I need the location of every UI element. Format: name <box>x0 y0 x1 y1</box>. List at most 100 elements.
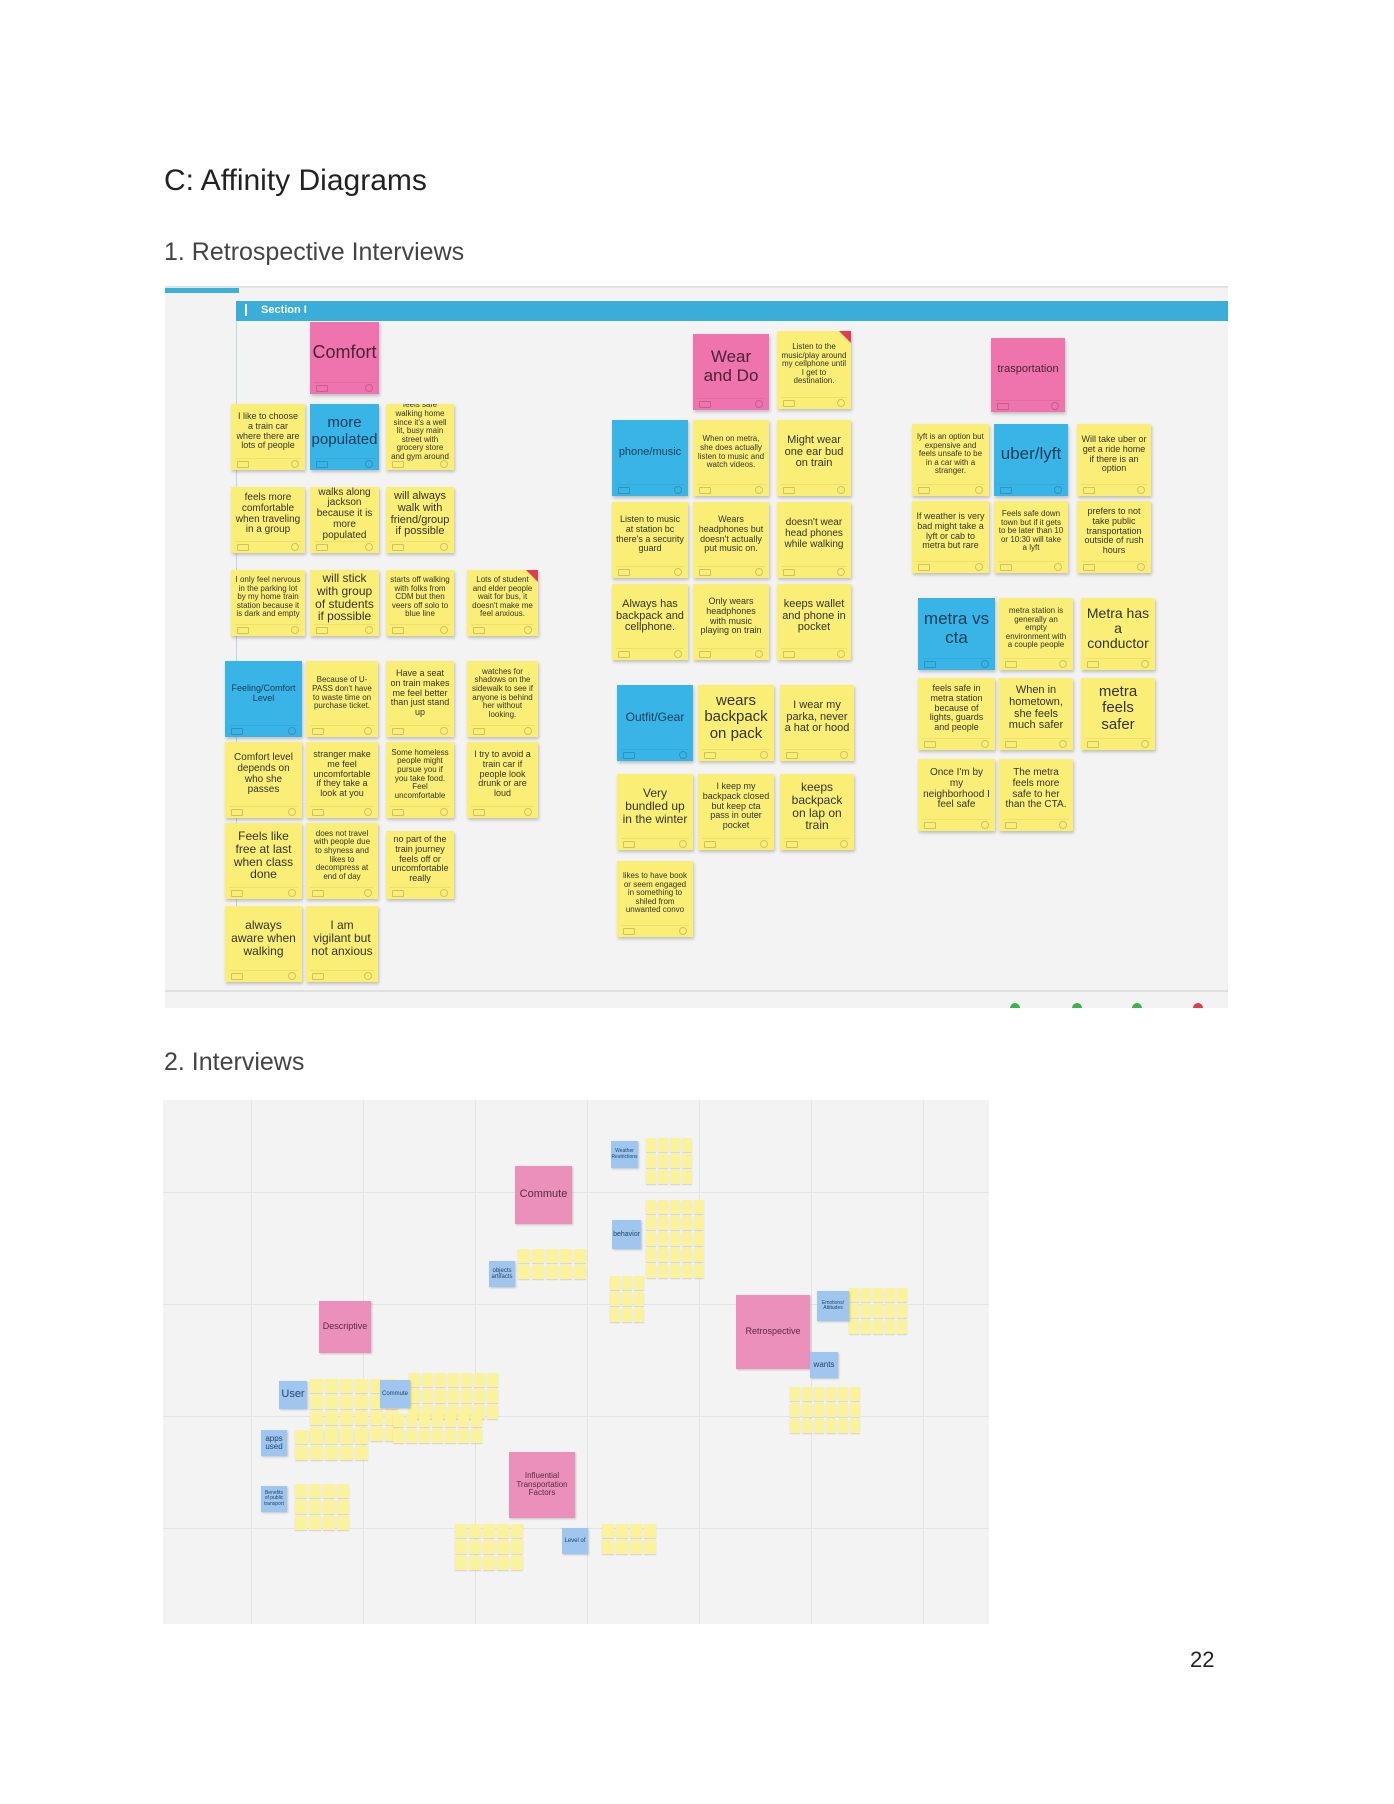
sticky-note[interactable]: will always walk with friend/group if po… <box>386 487 454 553</box>
sticky-note[interactable]: feels safe in metra station because of l… <box>918 678 995 750</box>
sticky-note[interactable]: Always has backpack and cellphone. <box>612 584 688 660</box>
mini-sticky-note[interactable] <box>474 1373 485 1387</box>
mini-sticky-note[interactable] <box>694 1264 704 1278</box>
mini-sticky-note[interactable] <box>518 1249 530 1263</box>
mini-sticky-note[interactable] <box>483 1540 495 1554</box>
sticky-note[interactable]: If weather is very bad might take a lyft… <box>912 501 989 573</box>
cluster-header-note[interactable]: Descriptive <box>319 1301 371 1353</box>
mini-sticky-note[interactable] <box>309 1500 321 1514</box>
mini-sticky-note[interactable] <box>532 1249 544 1263</box>
mini-sticky-note[interactable] <box>546 1249 558 1263</box>
sticky-note[interactable]: starts off walking with folks from CDM b… <box>386 570 454 636</box>
mini-sticky-note[interactable] <box>790 1419 800 1433</box>
mini-sticky-note[interactable] <box>337 1500 349 1514</box>
mini-sticky-note[interactable] <box>873 1288 883 1302</box>
mini-sticky-note[interactable] <box>355 1395 368 1409</box>
mini-sticky-note[interactable] <box>483 1556 495 1570</box>
sticky-note[interactable]: Lots of student and elder people wait fo… <box>467 570 538 636</box>
mini-sticky-note[interactable] <box>409 1389 420 1403</box>
retrospective-affinity-board[interactable]: Section I Comfort I like to choose a trai… <box>165 286 1228 1008</box>
mini-sticky-note[interactable] <box>448 1405 459 1419</box>
sticky-note[interactable]: stranger make me feel uncomfortable if t… <box>306 742 378 818</box>
sticky-note[interactable]: Wear and Do <box>693 334 769 410</box>
sticky-note[interactable]: phone/music <box>612 420 688 496</box>
mini-sticky-note[interactable] <box>487 1405 498 1419</box>
mini-sticky-note[interactable] <box>670 1200 680 1214</box>
sticky-note[interactable]: Very bundled up in the winter <box>617 774 693 850</box>
mini-sticky-note[interactable] <box>658 1154 668 1168</box>
mini-sticky-note[interactable] <box>471 1413 482 1427</box>
mini-sticky-note[interactable] <box>644 1540 656 1554</box>
mini-sticky-note[interactable] <box>814 1403 824 1417</box>
mini-sticky-note[interactable] <box>310 1411 323 1425</box>
mini-sticky-note[interactable] <box>861 1288 871 1302</box>
sticky-note[interactable]: When in hometown, she feels much safer <box>999 678 1073 750</box>
mini-sticky-note[interactable] <box>658 1138 668 1152</box>
mini-sticky-note[interactable] <box>602 1540 614 1554</box>
mini-sticky-note[interactable] <box>574 1249 586 1263</box>
mini-sticky-note[interactable] <box>849 1304 859 1318</box>
sticky-note[interactable]: uber/lyft <box>994 424 1068 496</box>
mini-sticky-note[interactable] <box>295 1446 308 1460</box>
mini-sticky-note[interactable] <box>497 1556 509 1570</box>
sticky-note[interactable]: Some homeless people might pursue you if… <box>386 742 454 818</box>
mini-sticky-note[interactable] <box>355 1446 368 1460</box>
mini-sticky-note[interactable] <box>885 1320 895 1334</box>
mini-sticky-note[interactable] <box>885 1288 895 1302</box>
mini-sticky-note[interactable] <box>448 1373 459 1387</box>
mini-sticky-note[interactable] <box>511 1540 523 1554</box>
sticky-note[interactable]: When on metra, she does actually listen … <box>693 420 769 496</box>
mini-sticky-note[interactable] <box>646 1138 656 1152</box>
mini-sticky-note[interactable] <box>670 1232 680 1246</box>
mini-sticky-note[interactable] <box>861 1304 871 1318</box>
mini-sticky-note[interactable] <box>406 1413 417 1427</box>
sticky-note[interactable]: wears backpack on pack <box>698 685 774 761</box>
mini-sticky-note[interactable] <box>682 1264 692 1278</box>
mini-sticky-note[interactable] <box>897 1288 907 1302</box>
cluster-header-note[interactable]: Retrospective <box>736 1295 810 1369</box>
mini-sticky-note[interactable] <box>370 1395 383 1409</box>
sticky-note[interactable]: Feels safe down town but if it gets to b… <box>994 501 1068 573</box>
mini-sticky-note[interactable] <box>610 1292 620 1306</box>
mini-sticky-note[interactable] <box>682 1170 692 1184</box>
sticky-note[interactable]: I am vigilant but not anxious <box>306 906 378 982</box>
mini-sticky-note[interactable] <box>574 1265 586 1279</box>
mini-sticky-note[interactable] <box>861 1320 871 1334</box>
mini-sticky-note[interactable] <box>448 1389 459 1403</box>
mini-sticky-note[interactable] <box>610 1308 620 1322</box>
mini-sticky-note[interactable] <box>497 1524 509 1538</box>
mini-sticky-note[interactable] <box>469 1540 481 1554</box>
mini-sticky-note[interactable] <box>646 1200 656 1214</box>
sticky-note[interactable]: Feeling/Comfort Level <box>225 661 302 737</box>
mini-sticky-note[interactable] <box>885 1304 895 1318</box>
mini-sticky-note[interactable] <box>409 1373 420 1387</box>
mini-sticky-note[interactable] <box>622 1292 632 1306</box>
mini-sticky-note[interactable] <box>682 1232 692 1246</box>
mini-sticky-note[interactable] <box>325 1446 338 1460</box>
mini-sticky-note[interactable] <box>487 1373 498 1387</box>
mini-sticky-note[interactable] <box>355 1430 368 1444</box>
mini-sticky-note[interactable] <box>419 1413 430 1427</box>
sticky-note[interactable]: will stick with group of students if pos… <box>310 570 379 636</box>
mini-sticky-note[interactable] <box>790 1403 800 1417</box>
sticky-note[interactable]: I keep my backpack closed but keep cta p… <box>698 774 774 850</box>
mini-sticky-note[interactable] <box>850 1403 860 1417</box>
sticky-note[interactable]: metra station is generally an empty envi… <box>999 598 1073 670</box>
sticky-note[interactable]: I only feel nervous in the parking lot b… <box>231 570 305 636</box>
mini-sticky-note[interactable] <box>458 1413 469 1427</box>
mini-sticky-note[interactable] <box>422 1389 433 1403</box>
sticky-note[interactable]: walks along jackson because it is more p… <box>310 487 379 553</box>
sticky-note[interactable]: I try to avoid a train car if people loo… <box>467 742 538 818</box>
cluster-header-note[interactable]: objects artifacts <box>489 1261 515 1287</box>
mini-sticky-note[interactable] <box>814 1419 824 1433</box>
mini-sticky-note[interactable] <box>325 1411 338 1425</box>
mini-sticky-note[interactable] <box>670 1216 680 1230</box>
mini-sticky-note[interactable] <box>422 1405 433 1419</box>
mini-sticky-note[interactable] <box>850 1387 860 1401</box>
mini-sticky-note[interactable] <box>694 1200 704 1214</box>
mini-sticky-note[interactable] <box>310 1379 323 1393</box>
mini-sticky-note[interactable] <box>616 1524 628 1538</box>
mini-sticky-note[interactable] <box>469 1524 481 1538</box>
mini-sticky-note[interactable] <box>295 1516 307 1530</box>
mini-sticky-note[interactable] <box>670 1248 680 1262</box>
